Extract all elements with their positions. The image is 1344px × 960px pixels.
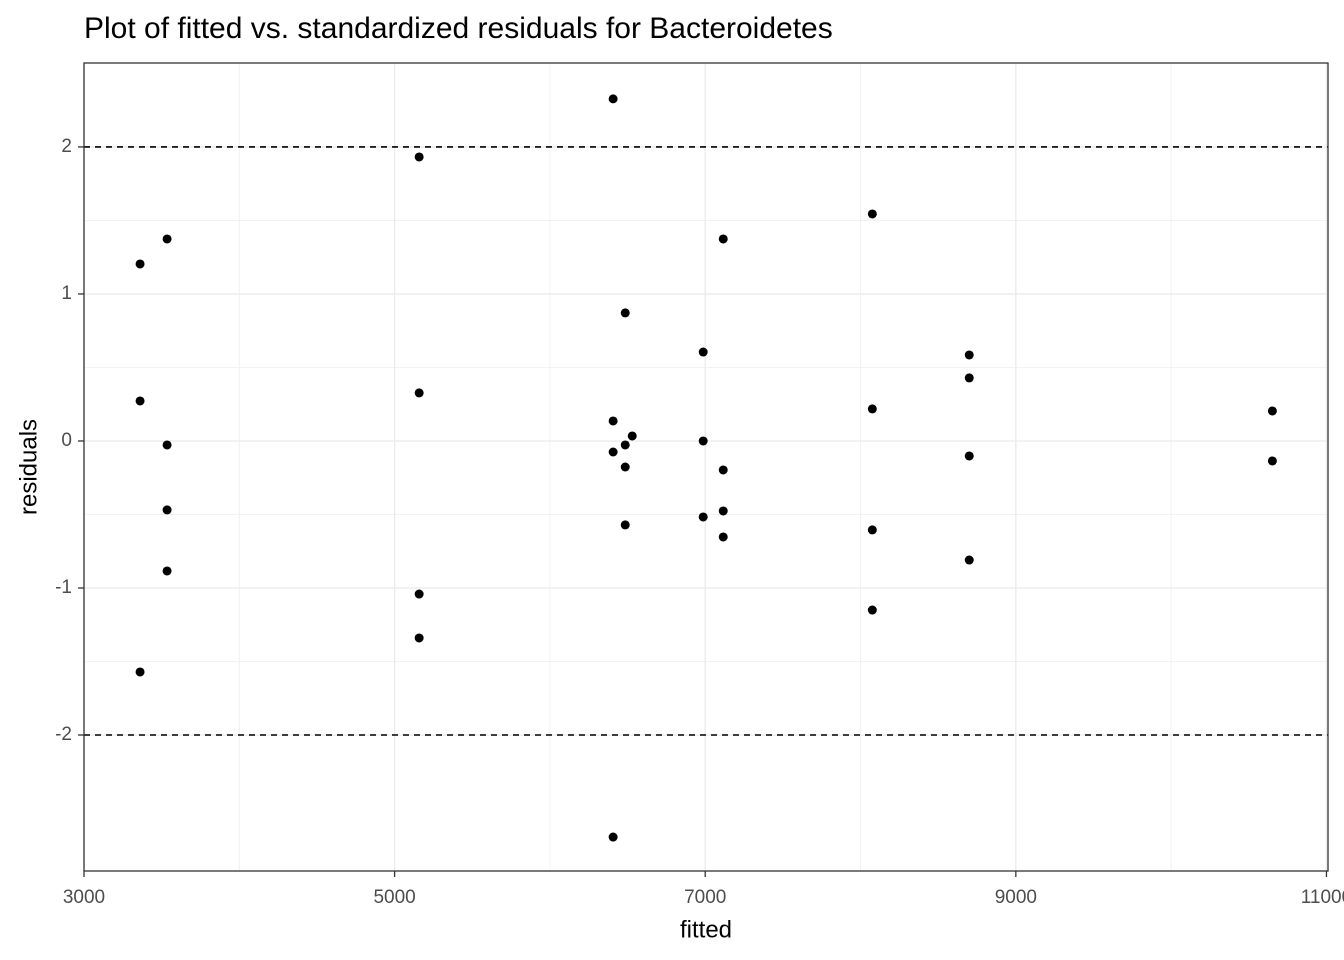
y-tick-label: 0 bbox=[61, 430, 72, 451]
panel-border bbox=[83, 62, 1329, 872]
point bbox=[1267, 456, 1277, 466]
x-tick-label: 9000 bbox=[995, 887, 1037, 908]
chart-title: Plot of fitted vs. standardized residual… bbox=[84, 12, 833, 45]
y-tick-label: -1 bbox=[55, 577, 72, 598]
point bbox=[608, 447, 618, 457]
point bbox=[135, 396, 145, 406]
point bbox=[414, 152, 424, 162]
point bbox=[608, 94, 618, 104]
y-tick-label: 1 bbox=[61, 283, 72, 304]
x-axis-label: fitted bbox=[680, 916, 732, 943]
point bbox=[162, 566, 172, 576]
y-axis-label: residuals bbox=[15, 419, 42, 515]
point bbox=[718, 532, 728, 542]
point bbox=[620, 462, 630, 472]
point bbox=[698, 436, 708, 446]
point bbox=[964, 373, 974, 383]
point bbox=[698, 512, 708, 522]
point bbox=[867, 209, 877, 219]
point bbox=[964, 451, 974, 461]
point bbox=[964, 350, 974, 360]
point bbox=[162, 234, 172, 244]
point bbox=[620, 440, 630, 450]
point bbox=[608, 832, 618, 842]
point bbox=[1267, 406, 1277, 416]
point bbox=[620, 308, 630, 318]
y-tick-label: 2 bbox=[61, 136, 72, 157]
point bbox=[718, 234, 728, 244]
point bbox=[162, 440, 172, 450]
point bbox=[867, 404, 877, 414]
y-tick-label: -2 bbox=[55, 724, 72, 745]
point bbox=[698, 347, 708, 357]
point bbox=[718, 506, 728, 516]
point bbox=[620, 520, 630, 530]
point bbox=[414, 589, 424, 599]
point bbox=[867, 605, 877, 615]
point bbox=[608, 416, 618, 426]
x-tick-label: 7000 bbox=[684, 887, 726, 908]
x-tick-label: 5000 bbox=[373, 887, 415, 908]
point bbox=[867, 525, 877, 535]
point bbox=[414, 388, 424, 398]
x-tick-label: 11000 bbox=[1301, 887, 1344, 908]
point bbox=[135, 259, 145, 269]
point bbox=[414, 633, 424, 643]
x-tick-label: 3000 bbox=[63, 887, 105, 908]
point bbox=[718, 465, 728, 475]
point bbox=[964, 555, 974, 565]
point bbox=[627, 431, 637, 441]
point bbox=[135, 667, 145, 677]
point bbox=[162, 505, 172, 515]
